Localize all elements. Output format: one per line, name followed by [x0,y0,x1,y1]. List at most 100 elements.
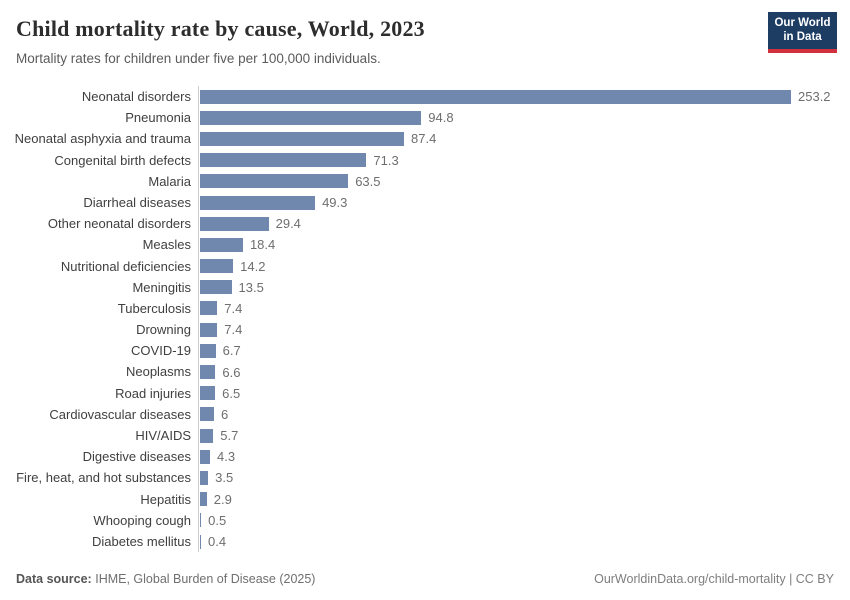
category-label: Pneumonia [125,110,191,126]
bar-track: 6.6 [198,361,840,383]
chart-row: Cardiovascular diseases 6 [14,403,840,425]
chart-row: Pneumonia 94.8 [14,107,840,129]
data-source-value: IHME, Global Burden of Disease (2025) [95,572,316,586]
value-label: 6 [221,406,229,422]
bar-track: 0.4 [198,530,840,553]
bar-track: 3.5 [198,467,840,489]
value-label: 63.5 [355,173,381,189]
bar[interactable] [200,174,349,189]
bar-track: 0.5 [198,509,840,531]
bar[interactable] [200,534,201,549]
value-label: 7.4 [224,300,243,316]
value-label: 71.3 [373,152,399,168]
category-label: Road injuries [115,385,191,401]
bar-track: 253.2 [198,86,840,108]
chart-subtitle: Mortality rates for children under five … [16,51,381,66]
bar[interactable] [200,407,214,422]
value-label: 18.4 [249,237,276,253]
bar[interactable] [200,216,269,231]
value-label: 6.5 [222,385,241,401]
chart-row: Neonatal disorders 253.2 [14,86,840,108]
chart-row: Congenital birth defects 71.3 [14,149,840,171]
page-title: Child mortality rate by cause, World, 20… [16,16,425,41]
category-label: Neonatal disorders [81,89,191,104]
bar-track: 6.7 [198,340,840,362]
bar-track: 94.8 [198,107,840,129]
value-label: 2.9 [213,491,232,507]
category-label: Diarrheal diseases [83,194,191,210]
chart-row: Diarrheal diseases 49.3 [14,191,840,214]
bar-track: 71.3 [198,149,840,171]
category-label: Drowning [136,322,191,338]
bar[interactable] [200,386,216,401]
bar[interactable] [200,449,211,464]
value-label: 5.7 [220,428,239,444]
chart-row: Fire, heat, and hot substances 3.5 [14,467,840,489]
category-label: Other neonatal disorders [47,216,191,232]
category-label: Meningitis [132,279,191,295]
chart-row: Whooping cough 0.5 [14,509,840,531]
value-label: 6.7 [222,343,241,359]
bar[interactable] [200,131,404,146]
category-label: Whooping cough [93,512,191,528]
bar[interactable] [200,428,214,443]
category-label: Hepatitis [140,491,191,507]
category-label: Fire, heat, and hot substances [16,470,191,486]
bar[interactable] [200,153,367,168]
value-label: 29.4 [275,216,301,232]
bar-track: 18.4 [198,234,840,256]
bar-track: 2.9 [198,488,840,510]
bar[interactable] [200,259,234,274]
data-source: Data source: IHME, Global Burden of Dise… [16,572,315,586]
bar[interactable] [200,195,316,210]
bar-track: 49.3 [198,191,840,214]
data-source-label: Data source: [16,572,92,586]
owid-logo-line2: in Data [783,30,822,43]
bar[interactable] [200,301,218,316]
category-label: Congenital birth defects [54,152,191,168]
bar[interactable] [200,470,209,485]
bar[interactable] [200,365,216,380]
bar-track: 7.4 [198,297,840,320]
bar[interactable] [200,343,216,358]
value-label: 13.5 [238,279,264,295]
bar-track: 14.2 [198,255,840,277]
bar[interactable] [200,110,422,125]
owid-logo: Our World in Data [768,12,837,53]
category-label: COVID-19 [131,343,191,359]
chart-row: Road injuries 6.5 [14,382,840,404]
chart-row: Measles 18.4 [14,234,840,256]
bar[interactable] [200,513,202,528]
bar[interactable] [200,322,218,337]
chart-row: Other neonatal disorders 29.4 [14,213,840,235]
bar[interactable] [200,237,243,252]
value-label: 7.4 [224,322,243,338]
bar-track: 5.7 [198,425,840,447]
category-label: Neonatal asphyxia and trauma [14,131,191,147]
category-label: Tuberculosis [117,300,191,316]
bar[interactable] [200,280,232,295]
bar[interactable] [200,89,791,104]
chart-row: Neonatal asphyxia and trauma 87.4 [14,128,840,150]
value-label: 3.5 [215,470,234,486]
category-label: HIV/AIDS [135,428,191,443]
bar-track: 6 [198,403,840,425]
bar-track: 63.5 [198,170,840,192]
category-label: Measles [142,237,191,253]
chart-row: Diabetes mellitus 0.4 [14,530,840,553]
chart-header: Child mortality rate by cause, World, 20… [16,16,750,66]
category-label: Malaria [148,173,191,189]
chart-row: Hepatitis 2.9 [14,488,840,510]
chart-row: Malaria 63.5 [14,170,840,192]
value-label: 0.4 [208,534,227,550]
category-label: Cardiovascular diseases [49,406,191,422]
bar-track: 13.5 [198,276,840,298]
chart-row: Meningitis 13.5 [14,276,840,298]
bar-track: 29.4 [198,213,840,235]
bar-track: 7.4 [198,319,840,341]
bar-track: 6.5 [198,382,840,404]
attribution: OurWorldinData.org/child-mortality | CC … [594,572,834,586]
bar[interactable] [200,492,207,507]
value-label: 253.2 [798,89,831,105]
